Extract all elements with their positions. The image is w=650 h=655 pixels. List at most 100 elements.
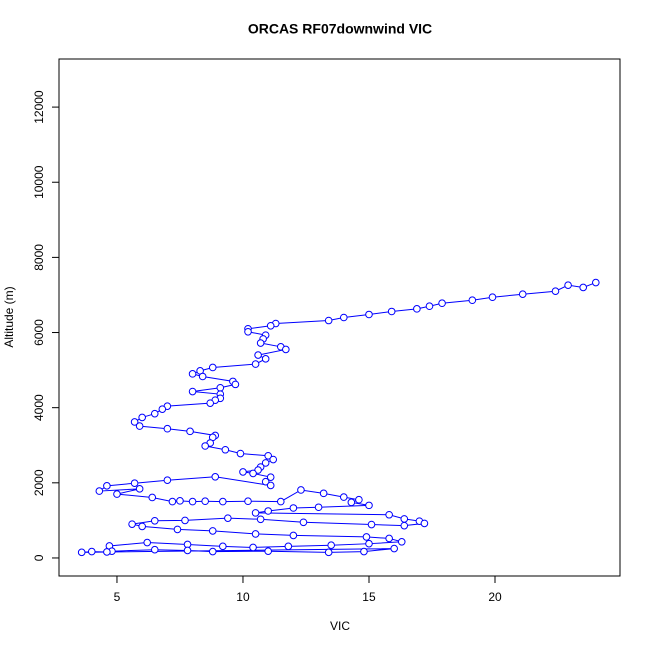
data-point [365, 310, 373, 319]
data-point [168, 497, 177, 506]
data-point [365, 501, 373, 510]
data-point [400, 521, 409, 530]
y-tick-label: 6000 [32, 319, 46, 346]
data-point [186, 427, 194, 436]
data-point [211, 473, 220, 481]
data-point [148, 493, 157, 502]
x-tick-label: 20 [488, 590, 502, 604]
data-point [385, 534, 393, 543]
data-point [254, 466, 262, 474]
data-point [128, 520, 136, 528]
data-point [518, 290, 527, 299]
data-point [261, 459, 270, 467]
data-point [266, 321, 275, 330]
data-point [347, 498, 356, 507]
data-point [592, 278, 600, 287]
data-point [150, 545, 159, 554]
data-point [224, 514, 232, 522]
data-point [397, 538, 406, 546]
data-point [208, 527, 217, 535]
data-point [339, 493, 348, 501]
data-point [289, 504, 298, 512]
data-point [138, 413, 146, 422]
data-point [324, 548, 333, 557]
data-point [261, 477, 270, 486]
y-tick-label: 0 [32, 554, 46, 561]
data-point [339, 313, 348, 322]
data-point [324, 316, 333, 325]
y-tick-label: 2000 [32, 469, 46, 496]
data-point [143, 538, 152, 547]
data-point [188, 370, 197, 378]
data-point [365, 539, 373, 548]
y-tick-label: 10000 [32, 165, 46, 199]
data-point [244, 327, 252, 336]
data-point [264, 547, 272, 556]
data-point [269, 455, 278, 464]
data-point [206, 399, 215, 407]
data-point [390, 544, 398, 553]
data-point [266, 473, 275, 481]
data-point [198, 372, 207, 381]
data-point [488, 293, 497, 302]
data-point [400, 515, 409, 523]
data-point [284, 542, 293, 551]
data-point [261, 355, 270, 363]
data-point [256, 515, 265, 524]
data-point [103, 482, 111, 490]
data-point [130, 418, 139, 426]
data-point [362, 533, 371, 541]
data-point [297, 486, 305, 494]
data-point [468, 296, 477, 305]
data-point [208, 547, 217, 556]
data-point [135, 485, 144, 493]
data-point [251, 360, 260, 368]
x-axis-label: VIC [330, 619, 350, 633]
data-point [327, 541, 335, 549]
data-point [103, 548, 111, 556]
data-point [249, 543, 257, 552]
data-point [360, 547, 368, 556]
data-point [163, 476, 172, 484]
data-point [181, 516, 189, 525]
data-point [367, 520, 376, 529]
data-point [420, 519, 429, 528]
data-point [551, 287, 560, 295]
data-point [266, 481, 275, 490]
data-point [314, 503, 323, 512]
data-point [425, 302, 434, 311]
data-point [150, 409, 159, 418]
data-point [564, 281, 572, 289]
data-point [264, 507, 272, 515]
data-point [251, 509, 260, 517]
data-point [95, 487, 104, 495]
data-point [130, 479, 139, 487]
data-point [87, 547, 96, 556]
data-point [579, 283, 588, 292]
data-point [219, 542, 227, 551]
data-point [188, 497, 197, 506]
data-point [355, 495, 363, 504]
data-point [299, 518, 308, 527]
y-tick-label: 4000 [32, 394, 46, 421]
y-tick-label: 12000 [32, 90, 46, 124]
data-point [231, 380, 240, 389]
data-point [183, 546, 192, 555]
data-point [176, 497, 184, 505]
data-point [282, 345, 290, 354]
data-point [249, 469, 257, 478]
data-point [385, 510, 393, 519]
data-point [387, 307, 396, 316]
y-axis-label: Altitude (m) [2, 286, 16, 347]
y-tick-label: 8000 [32, 244, 46, 271]
data-point [173, 525, 182, 534]
x-tick-label: 5 [114, 590, 121, 604]
x-tick-label: 15 [362, 590, 376, 604]
data-point [201, 497, 209, 506]
x-tick-label: 10 [236, 590, 250, 604]
data-point [113, 490, 121, 498]
data-point [158, 405, 167, 413]
data-point [138, 522, 146, 531]
data-point [135, 422, 144, 430]
